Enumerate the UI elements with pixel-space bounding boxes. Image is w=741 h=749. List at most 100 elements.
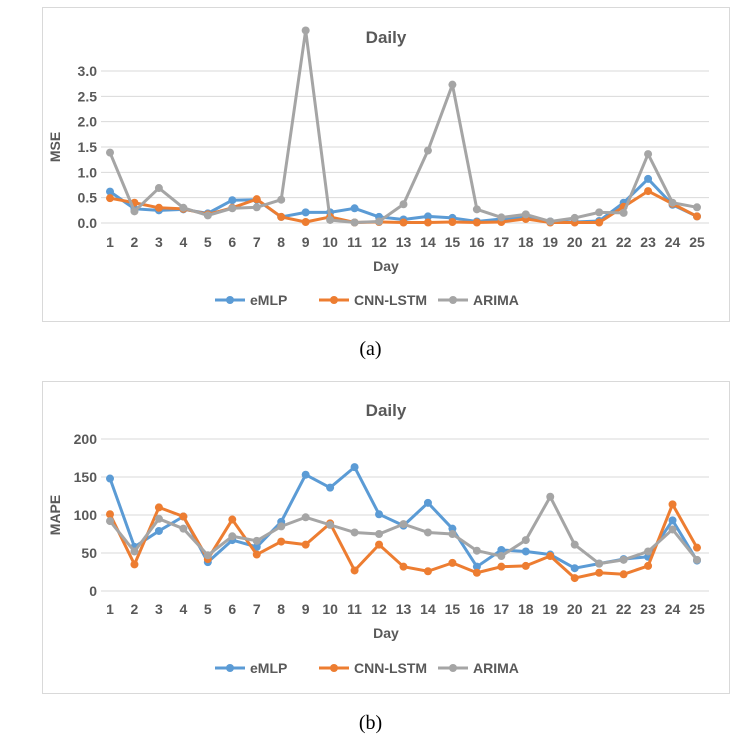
y-axis-label: MAPE <box>47 495 63 535</box>
legend-label: ARIMA <box>473 292 519 308</box>
data-point-cnn-lstm <box>546 552 555 561</box>
data-point-emlp <box>668 516 677 525</box>
x-tick-label: 25 <box>689 234 705 250</box>
data-point-arima <box>668 525 677 534</box>
data-point-arima <box>350 528 359 537</box>
data-point-arima <box>350 218 359 227</box>
data-point-emlp <box>472 562 481 571</box>
x-tick-label: 8 <box>277 601 285 617</box>
y-tick-label: 50 <box>81 545 97 561</box>
data-point-emlp <box>350 463 359 472</box>
x-tick-label: 2 <box>131 601 139 617</box>
x-tick-label: 14 <box>420 234 436 250</box>
x-tick-label: 23 <box>640 234 656 250</box>
x-tick-label: 18 <box>518 234 534 250</box>
x-tick-label: 21 <box>591 601 607 617</box>
data-point-cnn-lstm <box>301 217 310 226</box>
x-axis-label: Day <box>373 258 399 274</box>
data-point-arima <box>521 210 530 219</box>
y-tick-label: 2.5 <box>78 88 98 104</box>
data-point-arima <box>619 208 628 217</box>
data-point-arima <box>497 213 506 222</box>
data-point-arima <box>423 146 432 155</box>
legend-label: eMLP <box>250 292 287 308</box>
y-tick-label: 1.5 <box>78 139 98 155</box>
data-point-cnn-lstm <box>252 550 261 559</box>
data-point-arima <box>277 195 286 204</box>
x-tick-label: 13 <box>396 601 412 617</box>
legend-label: ARIMA <box>473 660 519 676</box>
data-point-emlp <box>106 187 114 196</box>
x-tick-label: 10 <box>322 601 338 617</box>
x-tick-label: 16 <box>469 234 485 250</box>
data-point-cnn-lstm <box>448 217 457 226</box>
legend-swatch-marker <box>330 664 338 672</box>
data-point-emlp <box>644 174 653 183</box>
data-point-cnn-lstm <box>448 558 457 567</box>
x-tick-label: 15 <box>445 601 461 617</box>
data-point-arima <box>570 540 579 549</box>
data-point-cnn-lstm <box>228 515 237 524</box>
x-tick-label: 3 <box>155 601 163 617</box>
data-point-cnn-lstm <box>570 574 579 583</box>
chart-panel-mape: Daily 0 50 100 150 200 MAPE 1 2 3 4 5 6 7 8 9 10 11 12 13 14… <box>42 381 730 694</box>
data-point-arima <box>546 217 555 226</box>
x-tick-label: 8 <box>277 234 285 250</box>
data-point-emlp <box>350 204 359 213</box>
x-tick-label: 1 <box>106 234 114 250</box>
x-tick-label: 19 <box>542 601 558 617</box>
x-tick-label: 9 <box>302 601 310 617</box>
data-point-arima <box>130 207 139 216</box>
data-point-emlp <box>326 483 335 492</box>
y-tick-label: 0.0 <box>78 215 98 231</box>
x-tick-label: 21 <box>591 234 607 250</box>
x-tick-label: 17 <box>494 234 510 250</box>
data-point-cnn-lstm <box>375 540 384 549</box>
data-point-emlp <box>423 498 432 507</box>
y-tick-label: 150 <box>74 469 98 485</box>
data-point-arima <box>595 559 604 568</box>
data-point-arima <box>472 546 481 555</box>
x-tick-label: 3 <box>155 234 163 250</box>
y-axis-label: MSE <box>47 132 63 162</box>
data-point-cnn-lstm <box>497 562 506 571</box>
data-point-cnn-lstm <box>301 540 310 549</box>
data-point-arima <box>203 211 212 220</box>
data-point-arima <box>375 530 384 538</box>
x-tick-label: 10 <box>322 234 338 250</box>
data-point-cnn-lstm <box>350 566 359 575</box>
data-point-arima <box>252 536 261 545</box>
data-point-emlp <box>154 526 163 535</box>
data-point-arima <box>228 532 237 541</box>
y-tick-label: 0.5 <box>78 190 98 206</box>
data-point-arima <box>399 520 408 529</box>
data-point-emlp <box>375 510 384 519</box>
legend-label: CNN-LSTM <box>354 292 427 308</box>
x-tick-label: 11 <box>347 234 362 250</box>
data-point-emlp <box>301 470 310 479</box>
x-tick-label: 12 <box>371 234 387 250</box>
data-point-arima <box>619 555 628 564</box>
data-point-cnn-lstm <box>106 510 114 519</box>
data-point-arima <box>472 205 481 214</box>
data-point-arima <box>375 217 384 226</box>
data-point-cnn-lstm <box>693 543 701 552</box>
data-point-arima <box>423 528 432 537</box>
y-tick-label: 3.0 <box>78 63 98 79</box>
chart-panel-mse: Daily 0.0 0.5 1.0 1.5 2.0 2.5 3.0 MSE 1 2 3 4 5 6 7 8 9 10… <box>42 7 730 322</box>
legend-swatch-marker <box>330 296 338 304</box>
data-point-cnn-lstm <box>106 194 114 203</box>
x-tick-label: 15 <box>445 234 461 250</box>
data-point-arima <box>130 547 139 556</box>
data-point-arima <box>448 530 457 538</box>
data-point-arima <box>521 536 530 545</box>
x-tick-label: 23 <box>640 601 656 617</box>
legend-swatch-marker <box>449 296 457 304</box>
x-tick-label: 11 <box>347 601 362 617</box>
data-point-cnn-lstm <box>472 218 481 227</box>
x-tick-label: 19 <box>542 234 558 250</box>
data-point-arima <box>228 204 237 213</box>
series-line-arima <box>108 28 698 224</box>
x-tick-label: 14 <box>420 601 436 617</box>
data-point-arima <box>595 208 604 217</box>
